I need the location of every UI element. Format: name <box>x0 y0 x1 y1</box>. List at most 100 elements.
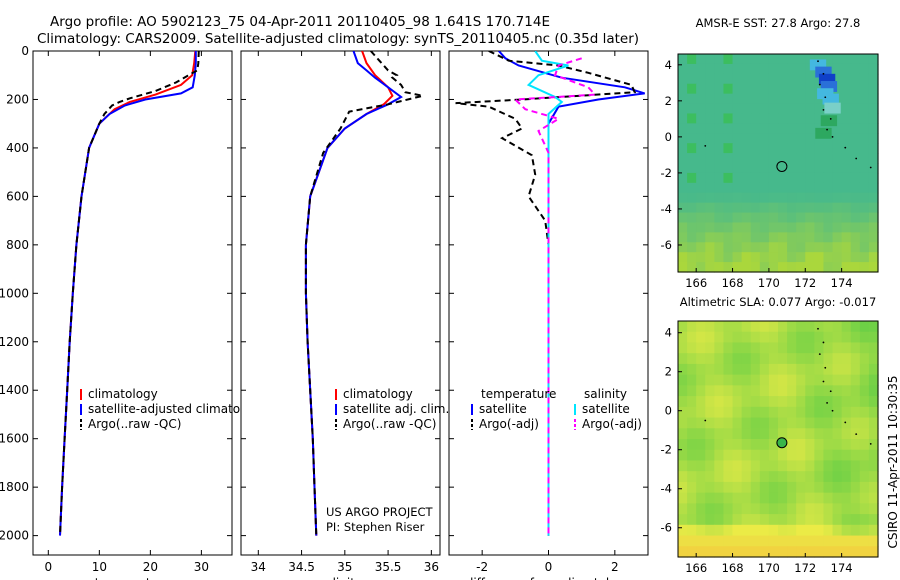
map-cell <box>678 222 688 233</box>
map-cell <box>841 143 852 154</box>
map-cell <box>714 63 725 75</box>
map-cell <box>850 103 861 115</box>
map-cell <box>805 481 815 494</box>
map-cell <box>796 93 806 105</box>
map-cell <box>832 342 843 354</box>
map-cell <box>705 481 715 494</box>
map-cell <box>778 153 788 164</box>
map-cell <box>741 232 752 243</box>
map-cell <box>832 396 843 408</box>
map-cell <box>796 73 806 85</box>
map-cell <box>759 83 770 95</box>
map-cell <box>814 232 825 243</box>
map-cell <box>759 396 770 408</box>
series-line-satellite-adj-clim- <box>304 51 403 536</box>
map-cell <box>732 93 743 105</box>
map-cell <box>705 83 715 95</box>
map-cell <box>768 492 779 504</box>
map-frame <box>677 320 879 558</box>
map-cell <box>778 417 788 429</box>
map-cell <box>823 406 834 419</box>
map-cell <box>723 492 734 504</box>
map-cell <box>841 163 852 174</box>
map-cell <box>750 385 761 397</box>
map-cell <box>687 428 697 440</box>
map-cell <box>741 172 752 184</box>
map-cell <box>850 535 861 547</box>
map-cell <box>841 449 852 462</box>
map-cell <box>759 321 770 333</box>
map-cell <box>687 93 697 105</box>
map-cell <box>732 192 743 204</box>
map-cell <box>750 492 761 504</box>
map-cell <box>778 471 788 483</box>
map-cell <box>750 103 761 115</box>
map-cell <box>768 449 779 462</box>
map-cell <box>778 172 788 184</box>
map-cell <box>859 524 870 537</box>
map-cell <box>805 385 815 397</box>
header-line-1: Argo profile: AO 5902123_75 04-Apr-2011 … <box>50 14 550 30</box>
map-cell <box>850 163 861 174</box>
map-cell <box>814 252 825 263</box>
map-cell <box>796 471 806 483</box>
map-cell <box>696 103 706 115</box>
map-cell <box>778 514 788 526</box>
map-cell <box>705 546 715 558</box>
map-cell <box>723 439 734 451</box>
map-cell <box>850 449 861 462</box>
map-cell <box>678 471 688 483</box>
map-cell <box>796 460 806 472</box>
map-cell <box>841 202 852 214</box>
map-cell <box>687 353 697 365</box>
map-cell <box>868 514 879 526</box>
map-cell <box>741 153 752 164</box>
map-cell <box>850 252 861 263</box>
map-cell <box>850 83 861 95</box>
map-cell <box>732 103 743 115</box>
map-cell <box>796 321 806 333</box>
map-cell <box>805 374 815 386</box>
map-cell <box>859 460 870 472</box>
map-cell <box>705 417 715 429</box>
map-cell <box>868 439 879 451</box>
map-cell <box>859 83 870 95</box>
map-cell <box>741 374 752 386</box>
series-line-argo-raw-qc- <box>304 51 423 536</box>
map-cell <box>705 242 715 253</box>
map-cell <box>687 232 697 243</box>
map-cell <box>678 428 688 440</box>
map-cell <box>741 212 752 224</box>
map-cell <box>678 514 688 526</box>
map-cell <box>850 182 861 194</box>
map-cell <box>850 113 861 124</box>
map-cell <box>823 222 834 233</box>
map-cell <box>678 439 688 451</box>
map-cell <box>805 262 815 273</box>
map-cell <box>868 406 879 419</box>
map-cell <box>723 481 734 494</box>
map-cell <box>768 374 779 386</box>
map-cell <box>814 514 825 526</box>
legend-label: Argo(..raw -QC) <box>343 417 436 431</box>
island-dot <box>817 327 819 330</box>
island-dot <box>822 72 825 75</box>
map-cell <box>850 331 861 344</box>
map-cell <box>787 342 797 354</box>
island-dot <box>831 409 834 412</box>
map-cell <box>814 481 825 494</box>
map-cell <box>768 342 779 354</box>
map-cell <box>732 63 743 75</box>
map-cell <box>750 163 761 174</box>
map-cell <box>687 460 697 472</box>
map-cell <box>732 222 743 233</box>
map-cell <box>687 342 697 354</box>
map-cell <box>850 492 861 504</box>
profile-location-marker <box>776 437 788 449</box>
map-cell <box>759 222 770 233</box>
map-cell <box>859 363 870 376</box>
map-cell <box>868 163 879 174</box>
map-cell <box>841 153 852 164</box>
map-cell <box>732 54 743 65</box>
map-cell <box>868 262 879 273</box>
